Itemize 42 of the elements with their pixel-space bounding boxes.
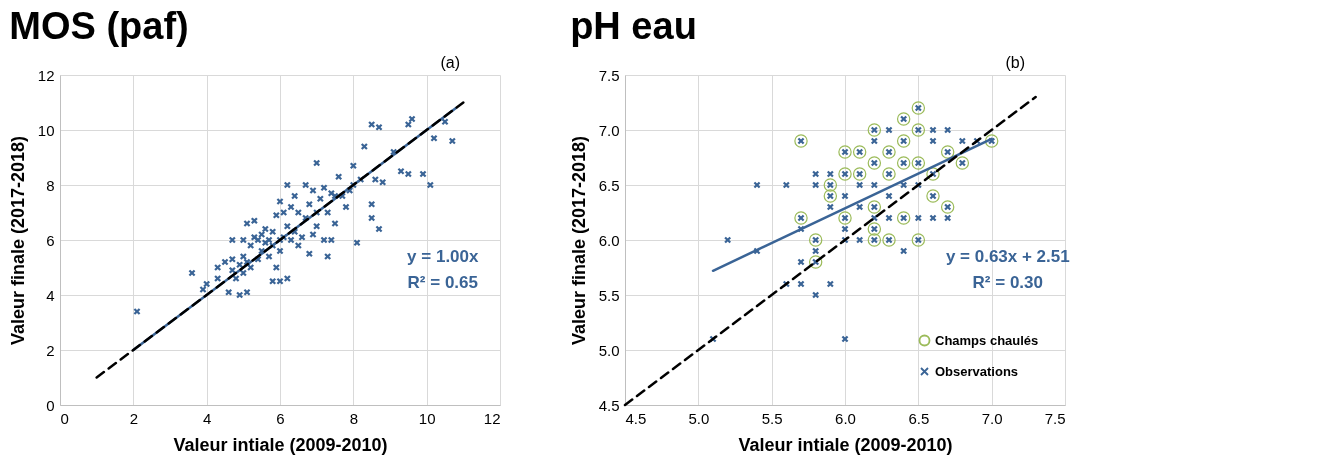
x-tick-label: 6.5	[908, 409, 930, 427]
x-tick-label: 6	[276, 409, 285, 427]
x-tick-label: 5.0	[688, 409, 710, 427]
y-axis-title: Valeur finale (2017-2018)	[568, 135, 589, 346]
y-tick-label: 2	[46, 341, 55, 359]
x-tick-label: 7.5	[1044, 409, 1066, 427]
x-tick-label: 8	[349, 409, 359, 427]
chart-title: pH eau	[570, 5, 697, 47]
y-tick-label: 4.5	[598, 396, 620, 414]
y-tick-label: 7.0	[598, 121, 620, 139]
annotation: y = 0.63x + 2.51	[945, 246, 1070, 266]
x-tick-label: 4	[202, 409, 212, 427]
text: (a)	[440, 54, 460, 71]
y-tick-label: 5.0	[598, 341, 620, 359]
y-tick-label: 6.0	[598, 231, 620, 249]
annotation: R² = 0.65	[407, 272, 478, 292]
y-tick-label: 10	[37, 121, 55, 139]
x-tick-label: 12	[483, 409, 501, 427]
y-tick-label: 4	[46, 286, 55, 304]
y-tick-label: 6	[46, 231, 55, 249]
legend-label: Champs chaulés	[935, 332, 1039, 348]
x-tick-label: 4.5	[625, 409, 647, 427]
y-tick-label: 12	[37, 66, 55, 84]
x-tick-label: 0	[60, 409, 69, 427]
x-tick-label: 6.0	[835, 409, 856, 427]
y-tick-label: 0	[46, 396, 55, 414]
chart-title: MOS (paf)	[9, 5, 189, 47]
y-tick-label: 6.5	[598, 176, 620, 194]
y-tick-label: 8	[46, 176, 55, 194]
x-tick-label: 5.5	[761, 409, 783, 427]
legend-label: Observations	[935, 363, 1019, 379]
x-axis-title: Valeur intiale (2009-2010)	[738, 434, 953, 455]
x-tick-label: 2	[129, 409, 139, 427]
annotation: R² = 0.30	[972, 272, 1043, 292]
y-axis-title: Valeur finale (2017-2018)	[7, 135, 28, 346]
x-tick-label: 7.0	[981, 409, 1003, 427]
annotation: y = 1.00x	[407, 246, 480, 266]
y-tick-label: 5.5	[598, 286, 620, 304]
x-axis-title: Valeur intiale (2009-2010)	[173, 434, 388, 455]
y-tick-label: 7.5	[598, 66, 620, 84]
x-tick-label: 10	[418, 409, 436, 427]
text: (b)	[1005, 54, 1025, 71]
